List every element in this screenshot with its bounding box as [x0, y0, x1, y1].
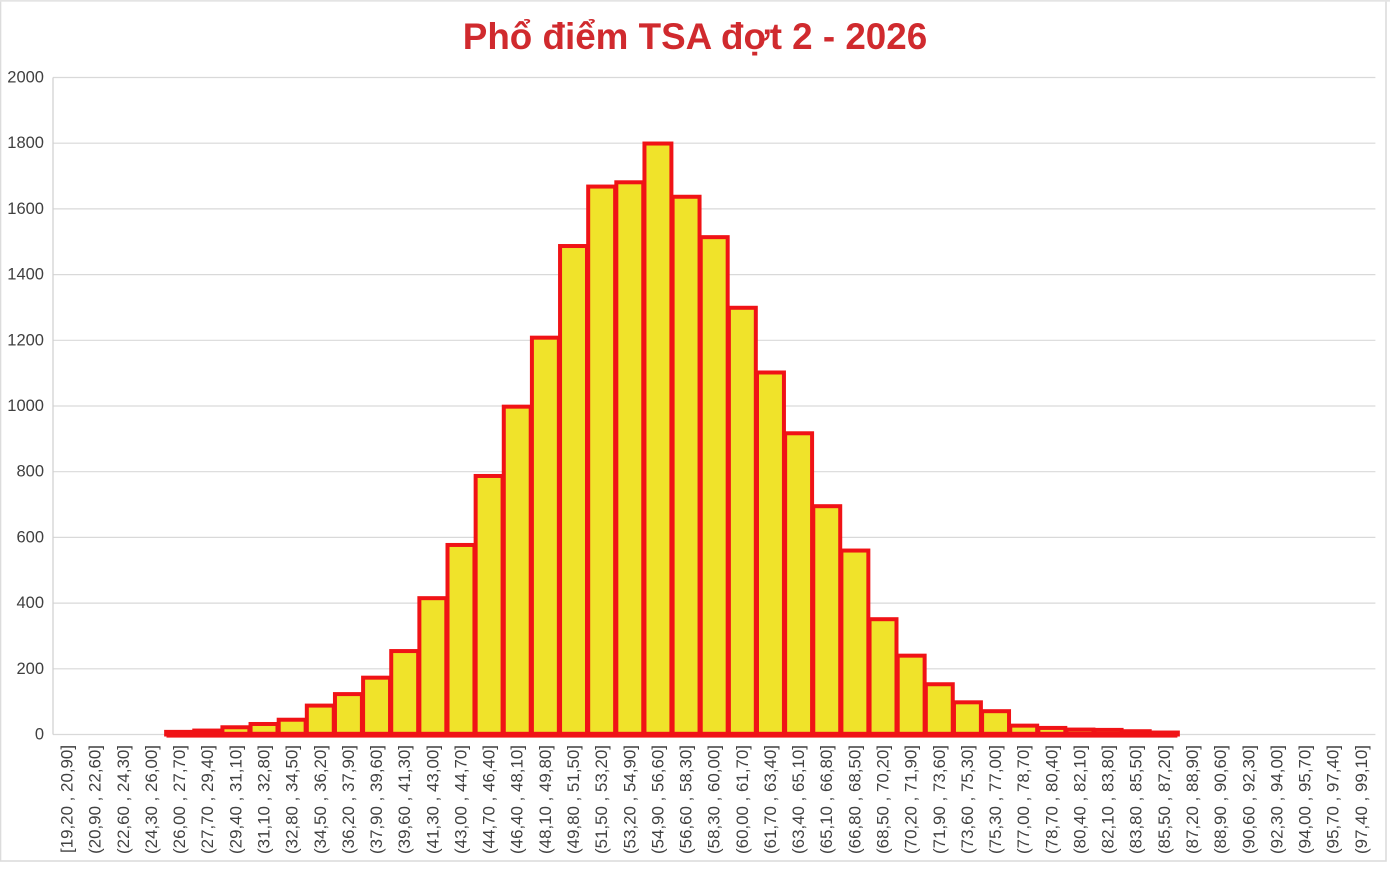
- svg-text:(73,60 , 75,30]: (73,60 , 75,30]: [958, 745, 977, 854]
- svg-text:(85,50 , 87,20]: (85,50 , 87,20]: [1155, 745, 1174, 854]
- svg-text:(71,90 , 73,60]: (71,90 , 73,60]: [930, 745, 949, 854]
- svg-text:(26,00 , 27,70]: (26,00 , 27,70]: [170, 745, 189, 854]
- svg-text:(46,40 , 48,10]: (46,40 , 48,10]: [508, 745, 527, 854]
- svg-text:(83,80 , 85,50]: (83,80 , 85,50]: [1127, 745, 1146, 854]
- svg-text:(87,20 , 88,90]: (87,20 , 88,90]: [1183, 745, 1202, 854]
- svg-text:200: 200: [16, 660, 44, 678]
- svg-text:(34,50 , 36,20]: (34,50 , 36,20]: [311, 745, 330, 854]
- svg-text:(27,70 , 29,40]: (27,70 , 29,40]: [198, 745, 217, 854]
- svg-text:(97,40 , 99,10]: (97,40 , 99,10]: [1352, 745, 1371, 854]
- svg-text:600: 600: [16, 528, 44, 546]
- svg-text:(44,70 , 46,40]: (44,70 , 46,40]: [480, 745, 499, 854]
- svg-text:(90,60 , 92,30]: (90,60 , 92,30]: [1239, 745, 1258, 854]
- svg-text:Phổ điểm TSA đợt 2 - 2026: Phổ điểm TSA đợt 2 - 2026: [463, 16, 927, 57]
- svg-text:(68,50 , 70,20]: (68,50 , 70,20]: [874, 745, 893, 854]
- svg-text:1600: 1600: [7, 200, 44, 218]
- svg-text:800: 800: [16, 463, 44, 481]
- svg-text:(82,10 , 83,80]: (82,10 , 83,80]: [1099, 745, 1118, 854]
- svg-text:(43,00 , 44,70]: (43,00 , 44,70]: [452, 745, 471, 854]
- svg-text:400: 400: [16, 594, 44, 612]
- svg-text:(31,10 , 32,80]: (31,10 , 32,80]: [255, 745, 274, 854]
- svg-text:2000: 2000: [7, 69, 44, 87]
- svg-text:1000: 1000: [7, 397, 44, 415]
- svg-text:(22,60 , 24,30]: (22,60 , 24,30]: [114, 745, 133, 854]
- svg-text:(70,20 , 71,90]: (70,20 , 71,90]: [902, 745, 921, 854]
- svg-text:(80,40 , 82,10]: (80,40 , 82,10]: [1071, 745, 1090, 854]
- svg-text:(49,80 , 51,50]: (49,80 , 51,50]: [564, 745, 583, 854]
- svg-text:(92,30 , 94,00]: (92,30 , 94,00]: [1267, 745, 1286, 854]
- svg-text:(36,20 , 37,90]: (36,20 , 37,90]: [339, 745, 358, 854]
- svg-text:(48,10 , 49,80]: (48,10 , 49,80]: [536, 745, 555, 854]
- svg-text:1200: 1200: [7, 331, 44, 349]
- svg-text:(53,20 , 54,90]: (53,20 , 54,90]: [620, 745, 639, 854]
- svg-text:(75,30 , 77,00]: (75,30 , 77,00]: [986, 745, 1005, 854]
- svg-text:(37,90 , 39,60]: (37,90 , 39,60]: [367, 745, 386, 854]
- svg-text:(63,40 , 65,10]: (63,40 , 65,10]: [789, 745, 808, 854]
- svg-text:(54,90 , 56,60]: (54,90 , 56,60]: [648, 745, 667, 854]
- svg-text:1400: 1400: [7, 266, 44, 284]
- svg-text:(58,30 , 60,00]: (58,30 , 60,00]: [705, 745, 724, 854]
- svg-text:(41,30 , 43,00]: (41,30 , 43,00]: [423, 745, 442, 854]
- svg-text:(88,90 , 90,60]: (88,90 , 90,60]: [1211, 745, 1230, 854]
- svg-text:(66,80 , 68,50]: (66,80 , 68,50]: [845, 745, 864, 854]
- svg-text:(60,00 , 61,70]: (60,00 , 61,70]: [733, 745, 752, 854]
- svg-text:(95,70 , 97,40]: (95,70 , 97,40]: [1324, 745, 1343, 854]
- svg-text:(56,60 , 58,30]: (56,60 , 58,30]: [677, 745, 696, 854]
- svg-text:(51,50 , 53,20]: (51,50 , 53,20]: [592, 745, 611, 854]
- svg-text:(29,40 , 31,10]: (29,40 , 31,10]: [226, 745, 245, 854]
- svg-text:(78,70 , 80,40]: (78,70 , 80,40]: [1042, 745, 1061, 854]
- svg-text:1800: 1800: [7, 134, 44, 152]
- svg-text:(94,00 , 95,70]: (94,00 , 95,70]: [1296, 745, 1315, 854]
- svg-text:(77,00 , 78,70]: (77,00 , 78,70]: [1014, 745, 1033, 854]
- svg-text:[19,20 , 20,90]: [19,20 , 20,90]: [58, 745, 77, 853]
- svg-text:(32,80 , 34,50]: (32,80 , 34,50]: [283, 745, 302, 854]
- svg-text:(39,60 , 41,30]: (39,60 , 41,30]: [395, 745, 414, 854]
- svg-text:0: 0: [35, 726, 44, 744]
- svg-text:(61,70 , 63,40]: (61,70 , 63,40]: [761, 745, 780, 854]
- svg-text:(65,10 , 66,80]: (65,10 , 66,80]: [817, 745, 836, 854]
- svg-text:(24,30 , 26,00]: (24,30 , 26,00]: [142, 745, 161, 854]
- svg-text:(20,90 , 22,60]: (20,90 , 22,60]: [86, 745, 105, 854]
